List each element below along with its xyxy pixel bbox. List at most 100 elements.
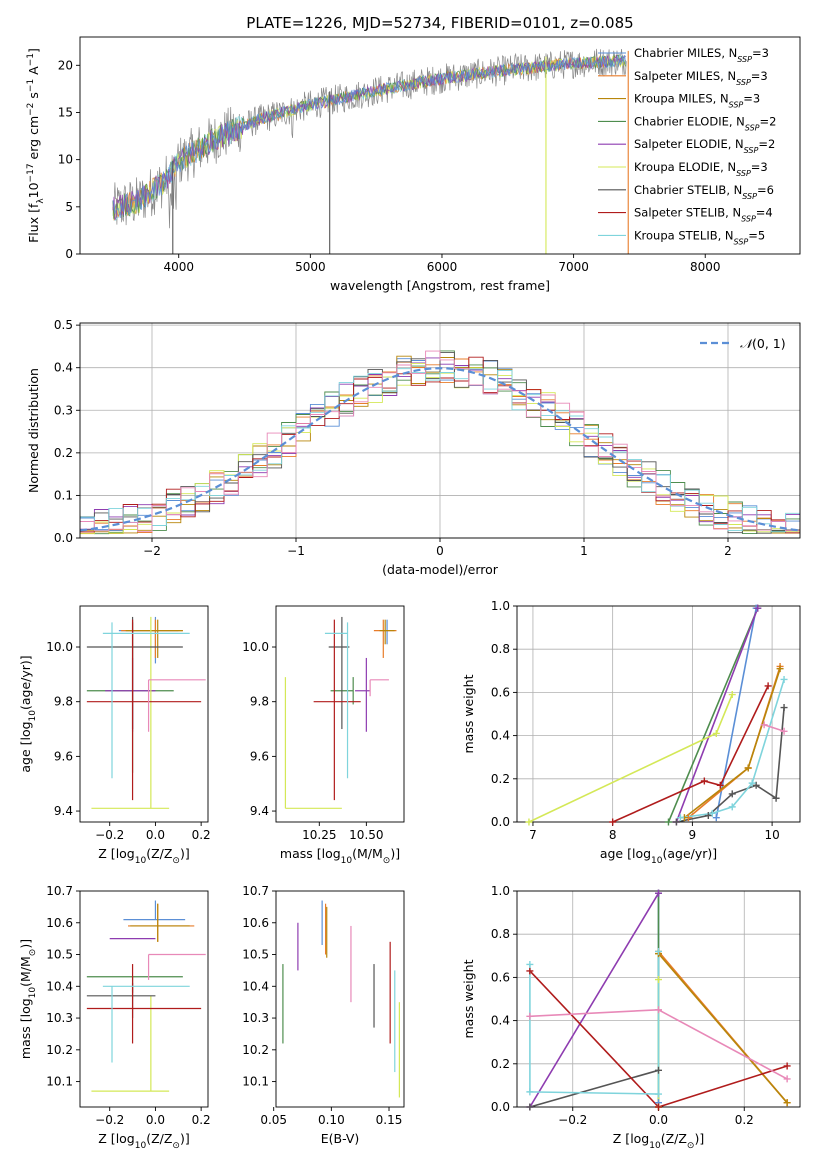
spectrum-x-tick-label: 5000 xyxy=(295,260,326,274)
weight_vs_age-marker xyxy=(752,781,760,789)
weight_vs_age-marker xyxy=(780,727,788,735)
weight_vs_age-plot-area xyxy=(528,607,785,822)
weight_vs_age-marker xyxy=(728,691,736,699)
age_vs_mass-errorbar xyxy=(284,677,342,809)
weight_vs_age-x-tick-label: 10 xyxy=(764,828,779,842)
weight_vs_age-series-line xyxy=(676,707,785,822)
weight_vs_age-marker xyxy=(748,779,756,787)
age_vs_mass-errorbar xyxy=(313,619,361,801)
spectrum-plot-area xyxy=(112,48,629,254)
weight_vs_Z-marker xyxy=(655,976,662,984)
weight_vs_age-marker xyxy=(776,665,784,673)
residuals-x-tick-label: 2 xyxy=(724,544,732,558)
weight_vs_age-y-tick-label: 0.6 xyxy=(491,685,510,699)
residuals-x-axis-label: (data-model)/error xyxy=(382,562,499,577)
age_vs_Z-x-tick-label: −0.2 xyxy=(95,828,124,842)
mass_vs_Z-axes: −0.2 0.0 0.2 10.1 10.2 10.3 10.4 10.5 10.6 10.7 Z … xyxy=(18,884,211,1151)
age_vs_Z-panel: −0.2 0.0 0.2 9.4 9.6 9.8 10.0 Z [log10(Z/Z⊙)] ag… xyxy=(18,605,211,866)
age_vs_Z-plot-area xyxy=(86,616,206,809)
mass_vs_ebv-y-tick-label: 10.3 xyxy=(242,1011,269,1025)
age_vs_mass-y-tick-label: 10.0 xyxy=(242,640,269,654)
spectrum-legend-label: Kroupa MILES, NSSP=3 xyxy=(634,92,760,110)
age_vs_Z-errorbar xyxy=(86,619,202,801)
spectrum-axes: 4000 5000 6000 7000 8000 0 5 10 15 20 wavelength [… xyxy=(26,36,801,293)
weight_vs_Z-series-line xyxy=(657,953,788,1104)
weight_vs_age-marker xyxy=(609,818,617,826)
weight_vs_Z-marker xyxy=(526,1012,534,1020)
mass_vs_ebv-x-tick-label: 0.05 xyxy=(260,1113,287,1127)
age_vs_Z-errorbar xyxy=(121,619,183,658)
mass_vs_Z-y-tick-label: 10.3 xyxy=(46,1011,73,1025)
mass_vs_Z-y-tick-label: 10.7 xyxy=(46,884,73,898)
age_vs_Z-errorbar xyxy=(91,616,170,809)
weight_vs_age-series-line xyxy=(528,694,733,822)
weight_vs_Z-marker xyxy=(655,947,662,955)
age_vs_Z-x-tick-label: 0.2 xyxy=(192,828,211,842)
weight_vs_Z-y-axis-label: mass weight xyxy=(461,959,476,1038)
weight_vs_age-marker xyxy=(700,777,708,785)
residuals-x-tick-label: −1 xyxy=(287,544,305,558)
spectrum-legend-label: Kroupa ELODIE, NSSP=3 xyxy=(634,160,768,178)
mass_vs_Z-x-axis-label: Z [log10(Z/Z⊙)] xyxy=(98,1131,189,1151)
weight_vs_age-series-line xyxy=(763,724,785,733)
spectrum-legend-label: Chabrier STELIB, NSSP=6 xyxy=(634,183,774,201)
weight_vs_Z-marker xyxy=(655,889,662,897)
weight_vs_Z-x-tick-label: 0.0 xyxy=(649,1113,668,1127)
age_vs_Z-y-tick-label: 9.4 xyxy=(54,804,73,818)
weight_vs_age-y-tick-label: 0.8 xyxy=(491,642,510,656)
weight_vs_age-marker xyxy=(760,721,768,729)
weight_vs_Z-panel: −0.2 0.0 0.2 0.0 0.2 0.4 0.6 0.8 1.0 Z [log10(Z/Z… xyxy=(461,884,801,1151)
normal-curve xyxy=(80,367,800,532)
weight_vs_age-x-tick-label: 7 xyxy=(529,828,537,842)
age_vs_mass-errorbar xyxy=(324,622,349,779)
spectrum-x-tick-label: 4000 xyxy=(163,260,194,274)
mass_vs_ebv-y-tick-label: 10.6 xyxy=(242,916,269,930)
weight_vs_Z-axes: −0.2 0.0 0.2 0.0 0.2 0.4 0.6 0.8 1.0 Z [log10(Z/Z… xyxy=(461,884,801,1151)
weight_vs_Z-x-axis-label: Z [log10(Z/Z⊙)] xyxy=(613,1131,704,1151)
weight_vs_age-marker xyxy=(772,794,780,802)
spectrum-x-tick-label: 7000 xyxy=(558,260,589,274)
mass_vs_Z-errorbar xyxy=(123,900,186,921)
weight_vs_age-frame xyxy=(516,605,801,823)
weight_vs_age-x-axis-label: age [log10(age/yr)] xyxy=(600,846,717,866)
mass_vs_Z-frame xyxy=(79,890,209,1108)
age_vs_mass-y-tick-label: 9.8 xyxy=(250,695,269,709)
age_vs_mass-y-tick-label: 9.4 xyxy=(250,804,269,818)
age_vs_mass-y-tick-label: 9.6 xyxy=(250,749,269,763)
weight_vs_Z-marker xyxy=(783,1062,791,1070)
mass_vs_ebv-x-axis-label: E(B-V) xyxy=(321,1131,360,1146)
mass_vs_ebv-frame xyxy=(275,890,405,1108)
weight_vs_age-series-line xyxy=(667,607,759,822)
mass_vs_Z-x-tick-label: 0.0 xyxy=(146,1113,165,1127)
weight_vs_Z-marker xyxy=(783,1099,791,1107)
mass_vs_Z-y-tick-label: 10.1 xyxy=(46,1075,73,1089)
weight_vs_Z-series-line xyxy=(529,970,788,1107)
spectrum-y-tick-label: 10 xyxy=(58,153,73,167)
mass_vs_ebv-y-tick-label: 10.4 xyxy=(242,979,269,993)
mass_vs_Z-y-tick-label: 10.5 xyxy=(46,948,73,962)
spectrum-legend: Chabrier MILES, NSSP=3 Salpeter MILES, NS… xyxy=(598,46,776,246)
weight_vs_age-y-tick-label: 1.0 xyxy=(491,599,510,613)
weight_vs_age-marker xyxy=(780,675,788,683)
mass_vs_ebv-plot-area xyxy=(282,900,400,1098)
weight_vs_age-y-tick-label: 0.0 xyxy=(491,815,510,829)
weight_vs_age-marker xyxy=(712,814,720,822)
residuals-y-tick-label: 0.3 xyxy=(54,403,73,417)
residual-legend-label: 𝒩(0, 1) xyxy=(740,336,786,351)
mass_vs_Z-plot-area xyxy=(86,900,206,1092)
weight_vs_age-marker xyxy=(728,803,736,811)
weight_vs_Z-series-line xyxy=(529,892,660,1107)
age_vs_Z-axes: −0.2 0.0 0.2 9.4 9.6 9.8 10.0 Z [log10(Z/Z⊙)] ag… xyxy=(18,605,211,866)
mass_vs_ebv-y-tick-label: 10.2 xyxy=(242,1043,269,1057)
spectrum-legend-label: Salpeter ELODIE, NSSP=2 xyxy=(634,137,775,155)
residuals-axes: −2 −1 0 1 2 0.0 0.1 0.2 0.3 0.4 0.5 (data-model)/er… xyxy=(26,318,801,577)
mass_vs_Z-errorbar xyxy=(86,964,202,1044)
mass_vs_Z-x-tick-label: 0.2 xyxy=(192,1113,211,1127)
spectrum-y-tick-label: 5 xyxy=(65,200,73,214)
age_vs_Z-errorbar xyxy=(147,679,206,732)
age_vs_Z-errorbar xyxy=(118,616,179,664)
weight_vs_age-x-tick-label: 9 xyxy=(689,828,697,842)
residuals-panel: −2 −1 0 1 2 0.0 0.1 0.2 0.3 0.4 0.5 (data-model)/er… xyxy=(26,318,801,577)
mass_vs_Z-y-tick-label: 10.2 xyxy=(46,1043,73,1057)
spectrum-title: PLATE=1226, MJD=52734, FIBERID=0101, z=0… xyxy=(246,14,633,32)
